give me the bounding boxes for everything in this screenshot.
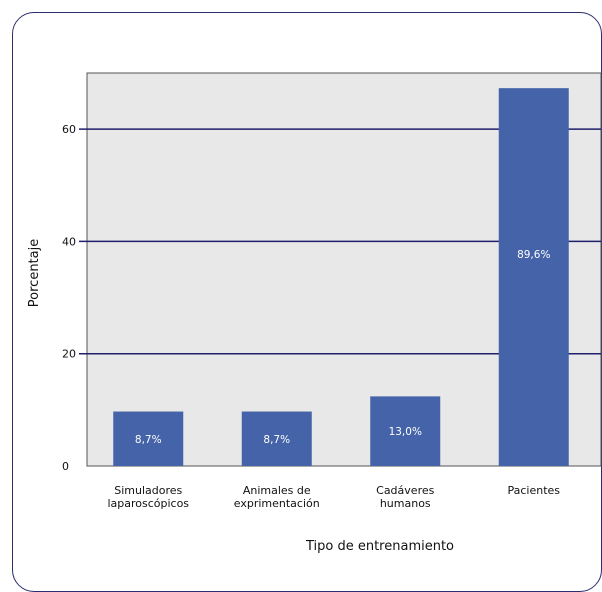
bar [113,411,184,466]
y-tick-label: 60 [62,123,76,136]
y-axis-title: Porcentaje [27,239,42,307]
bar-data-labels: 8,7% 8,7% 13,0% 89,6% [135,249,551,446]
bar-data-label: 89,6% [517,249,550,261]
bar [370,396,441,466]
category-label: Cadáveres [376,484,434,497]
bar [498,88,569,466]
bar-data-label: 8,7% [135,434,162,446]
category-label: laparoscópicos [107,497,189,510]
category-label: exprimentación [234,497,320,510]
bars [113,88,569,466]
bar-data-label: 8,7% [263,434,290,446]
x-axis-title: Tipo de entrenamiento [305,539,454,554]
bar [241,411,312,466]
category-label: Simuladores [114,484,182,497]
bar-chart: 0 20 40 60 8,7% 8,7% 13,0% 89,6% Simuladoresla… [27,72,602,554]
category-label: Pacientes [507,484,560,497]
y-tick-label: 20 [62,348,76,361]
category-label: humanos [380,497,431,510]
y-tick-label: 0 [62,460,69,473]
category-label: Animales de [243,484,311,497]
bar-data-label: 13,0% [389,426,422,438]
y-tick-labels: 0 20 40 60 [62,123,76,473]
y-tick-label: 40 [62,235,76,248]
